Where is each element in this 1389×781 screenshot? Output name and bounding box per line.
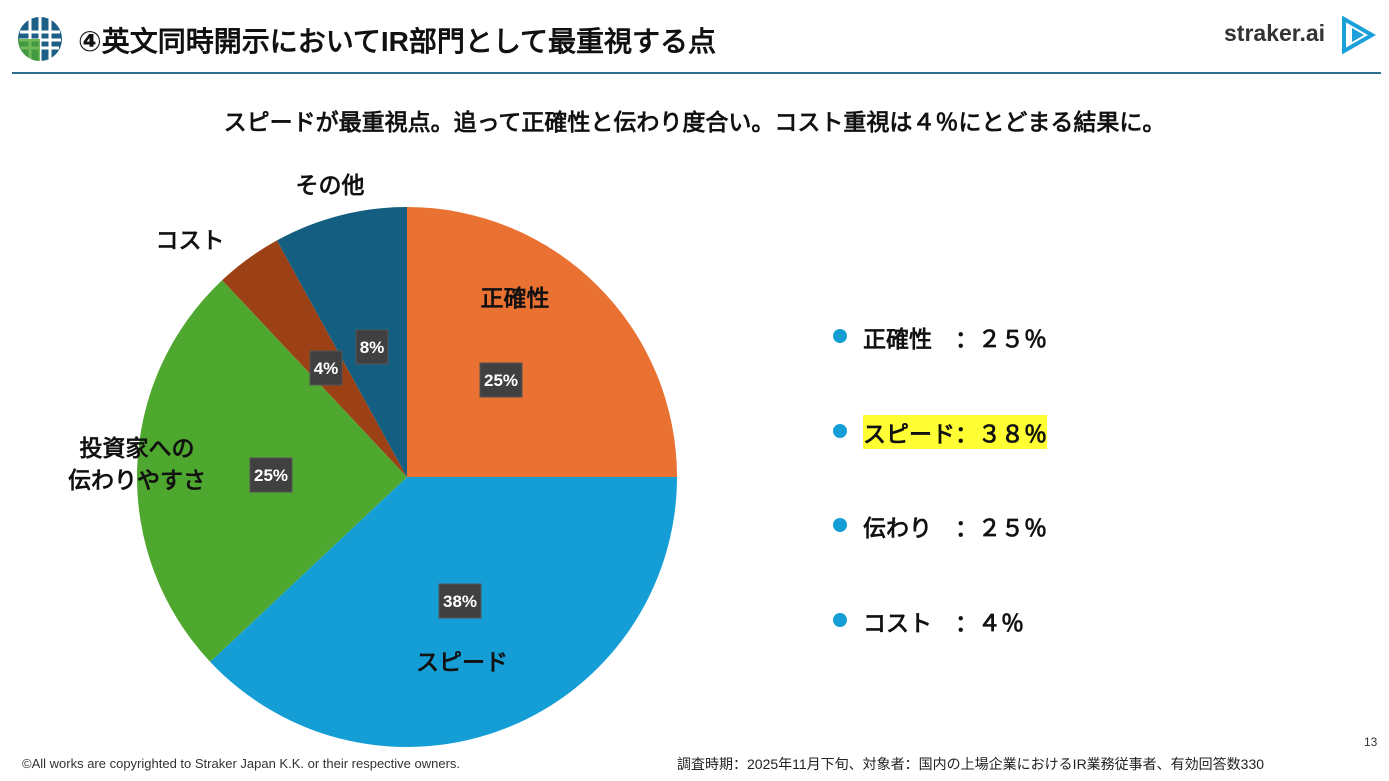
summary-item: 伝わり ：２５％ (863, 515, 1047, 541)
data-label-box (438, 583, 482, 619)
summary-item: コスト ：４％ (863, 609, 1024, 636)
data-label-box (249, 457, 293, 493)
header-rule (12, 72, 1381, 74)
data-label: 38% (443, 592, 477, 611)
logo-text: straker.ai (1224, 20, 1326, 46)
category-label-box: 投資家への 伝わりやすさ (68, 435, 206, 493)
category-label-box: 正確性 (480, 285, 550, 311)
source-note: 調査時期：2025年11月下旬、対象者：国内の上場企業におけるIR業務従事者、有… (677, 756, 1265, 772)
subtitle: スピードが最重視点。追って正確性と伝わり度合い。コスト重視は４％にとどまる結果に… (223, 109, 1166, 135)
summary-item: 正確性 ：２５％ (863, 326, 1047, 352)
category-label: スピード (416, 649, 508, 675)
bullet (833, 423, 847, 438)
copyright: ©All works are copyrighted to Straker Ja… (22, 756, 461, 771)
pie-chart: 25% 正確性 38% スピード 25% 投資家への 伝わりやすさ 4% コスト 8% その他 (68, 172, 677, 747)
data-label: 25% (484, 371, 518, 390)
data-label: 25% (254, 466, 288, 485)
category-label: その他 (295, 172, 365, 198)
globe-icon (18, 17, 62, 61)
data-label-box (355, 329, 389, 365)
title: ④英文同時開示においてIR部門として最重視する点 (78, 26, 717, 57)
bullet (833, 612, 847, 627)
page-number: 13 (1364, 735, 1378, 749)
category-label: 投資家への 伝わりやすさ (68, 435, 206, 493)
logo-icon (1342, 16, 1376, 54)
data-label-box (479, 362, 523, 398)
data-label-box (309, 350, 343, 386)
pie-slice (276, 207, 407, 477)
bullet (833, 329, 847, 343)
category-label-box: その他 (295, 172, 365, 198)
bullet (833, 518, 847, 532)
category-label-box: コスト (155, 227, 225, 253)
pie-slice (407, 207, 677, 477)
summary-item: スピード：３８％ (863, 414, 1047, 449)
data-label: 4% (314, 359, 339, 378)
category-label-box: スピード (416, 649, 508, 675)
category-label: コスト (155, 227, 225, 253)
data-label: 8% (360, 338, 385, 357)
category-label: 正確性 (480, 285, 550, 311)
